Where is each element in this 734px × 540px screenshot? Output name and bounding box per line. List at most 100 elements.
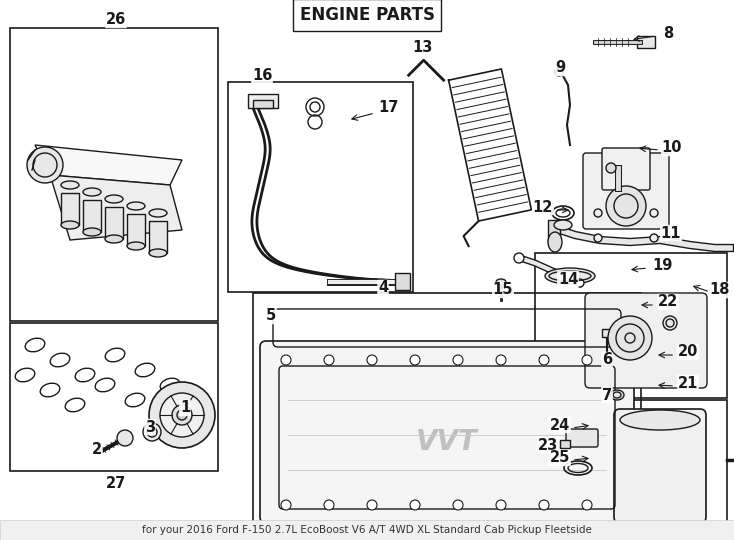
FancyBboxPatch shape [566, 429, 598, 447]
Circle shape [177, 410, 187, 420]
Bar [149, 221, 167, 253]
Circle shape [582, 355, 592, 365]
Ellipse shape [127, 202, 145, 210]
Circle shape [160, 393, 204, 437]
Bar [10, 28, 218, 321]
Circle shape [663, 316, 677, 330]
Ellipse shape [149, 209, 167, 217]
Circle shape [410, 500, 420, 510]
Circle shape [608, 316, 652, 360]
Text: 21: 21 [677, 375, 698, 390]
Circle shape [514, 253, 524, 263]
Bar [395, 273, 410, 290]
Text: 17: 17 [378, 100, 398, 116]
Circle shape [555, 68, 563, 76]
Text: 8: 8 [663, 25, 673, 40]
Circle shape [324, 355, 334, 365]
Circle shape [143, 423, 161, 441]
FancyBboxPatch shape [614, 409, 706, 523]
Circle shape [367, 355, 377, 365]
Text: VVT: VVT [416, 428, 478, 456]
Text: 14: 14 [558, 272, 578, 287]
Text: 25: 25 [550, 450, 570, 465]
Text: 7: 7 [602, 388, 612, 402]
Circle shape [410, 355, 420, 365]
Ellipse shape [496, 279, 506, 285]
Circle shape [650, 234, 658, 242]
Circle shape [27, 147, 63, 183]
FancyBboxPatch shape [602, 148, 650, 190]
Text: for your 2016 Ford F-150 2.7L EcoBoost V6 A/T 4WD XL Standard Cab Pickup Fleetsi: for your 2016 Ford F-150 2.7L EcoBoost V… [142, 525, 592, 535]
Bar [105, 207, 123, 239]
Circle shape [172, 405, 192, 425]
Circle shape [496, 355, 506, 365]
Circle shape [367, 500, 377, 510]
Text: ENGINE PARTS: ENGINE PARTS [299, 6, 435, 24]
Bar [560, 440, 570, 448]
Ellipse shape [548, 232, 562, 252]
Bar [253, 100, 273, 108]
Text: 2: 2 [92, 442, 102, 457]
Ellipse shape [620, 410, 700, 430]
Text: 23: 23 [538, 437, 558, 453]
FancyBboxPatch shape [583, 153, 669, 229]
Circle shape [576, 279, 584, 287]
Text: 10: 10 [662, 140, 682, 156]
Bar [61, 193, 79, 225]
Text: 1: 1 [180, 401, 190, 415]
Bar [228, 82, 413, 292]
Text: 12: 12 [533, 199, 553, 214]
Bar [253, 293, 641, 530]
Text: 20: 20 [677, 345, 698, 360]
Bar [535, 400, 727, 532]
Bar [548, 220, 560, 242]
Bar [0, 520, 734, 540]
Text: 26: 26 [106, 12, 126, 28]
Circle shape [324, 500, 334, 510]
Text: 27: 27 [106, 476, 126, 490]
Ellipse shape [61, 181, 79, 189]
Circle shape [147, 427, 157, 437]
FancyBboxPatch shape [585, 293, 707, 388]
Circle shape [594, 234, 602, 242]
Bar [248, 94, 278, 108]
Circle shape [606, 163, 616, 173]
Bar [637, 36, 655, 48]
Ellipse shape [83, 188, 101, 196]
Bar [83, 200, 101, 232]
Ellipse shape [545, 268, 595, 284]
Ellipse shape [61, 221, 79, 229]
Circle shape [594, 209, 602, 217]
Text: 5: 5 [266, 308, 276, 323]
Circle shape [117, 430, 133, 446]
Circle shape [496, 500, 506, 510]
Text: 24: 24 [550, 417, 570, 433]
Text: 3: 3 [145, 420, 155, 435]
Circle shape [582, 500, 592, 510]
Polygon shape [50, 175, 182, 240]
Text: 9: 9 [555, 60, 565, 76]
Circle shape [281, 500, 291, 510]
Circle shape [606, 186, 646, 226]
Text: 15: 15 [493, 282, 513, 298]
Bar [127, 214, 145, 246]
Ellipse shape [610, 390, 624, 400]
Text: 19: 19 [652, 258, 672, 273]
Circle shape [650, 209, 658, 217]
Circle shape [539, 500, 549, 510]
Text: 16: 16 [252, 68, 272, 83]
Ellipse shape [105, 235, 123, 243]
Bar [10, 323, 218, 471]
FancyBboxPatch shape [260, 341, 634, 523]
Bar [535, 253, 727, 398]
Circle shape [453, 500, 463, 510]
Text: 6: 6 [602, 353, 612, 368]
Ellipse shape [149, 249, 167, 257]
Circle shape [281, 355, 291, 365]
Text: 13: 13 [413, 40, 433, 56]
Circle shape [539, 355, 549, 365]
Circle shape [149, 382, 215, 448]
Text: 18: 18 [710, 282, 730, 298]
Text: 4: 4 [378, 280, 388, 295]
Bar [602, 329, 612, 337]
